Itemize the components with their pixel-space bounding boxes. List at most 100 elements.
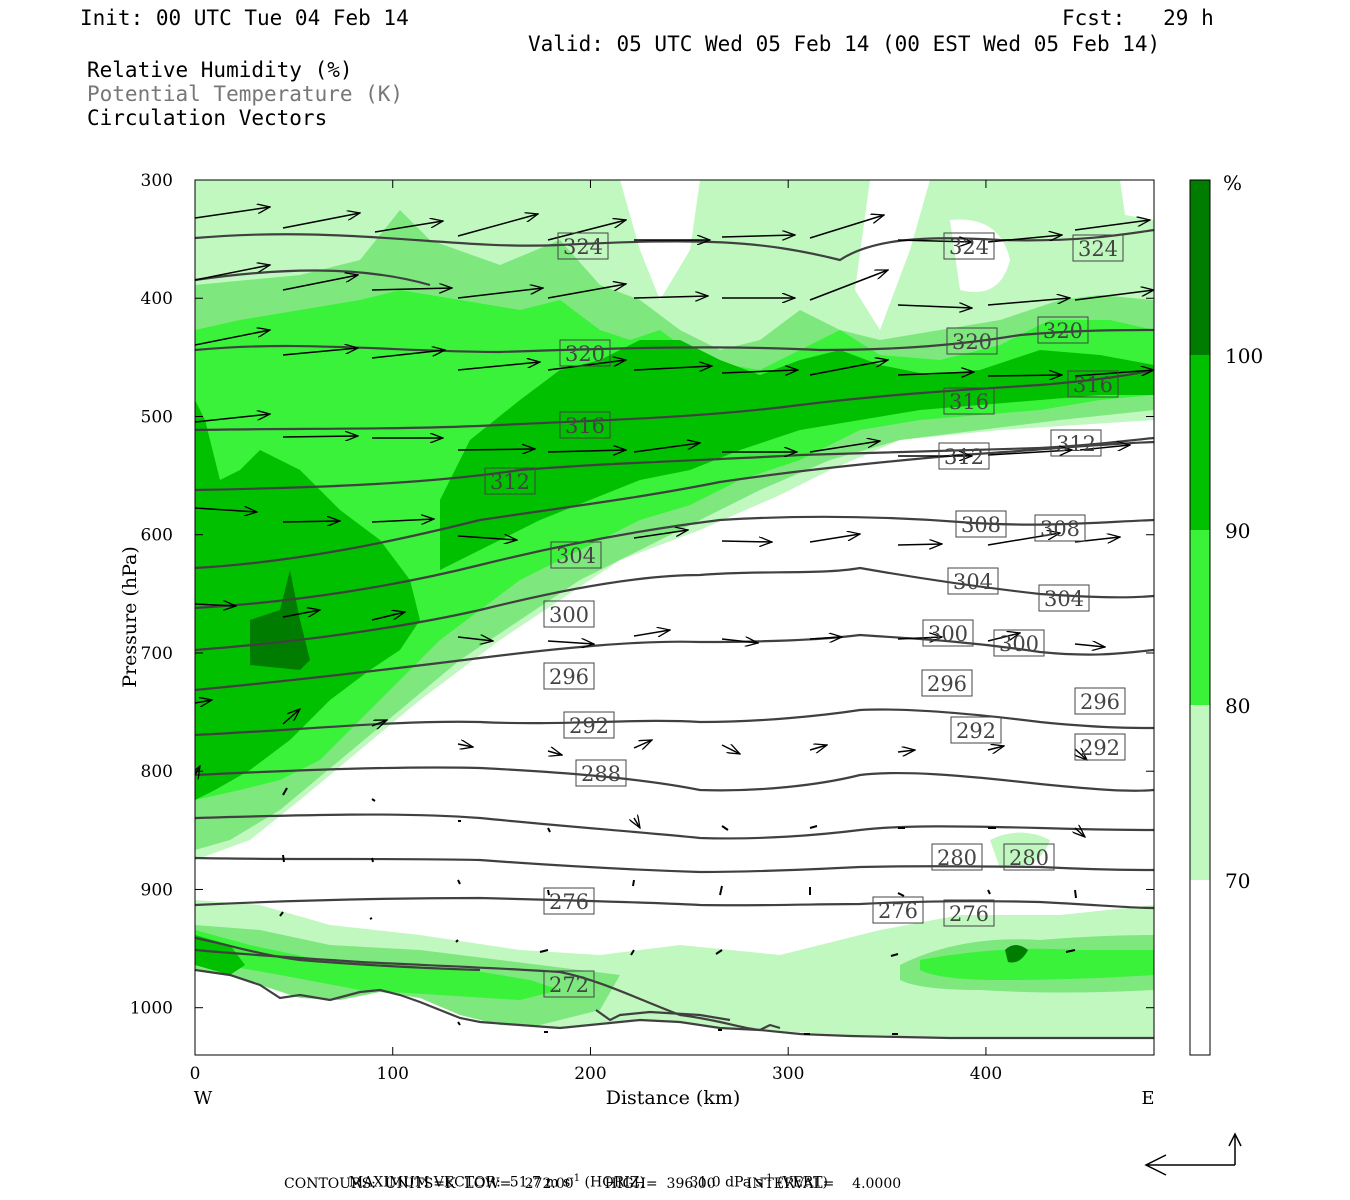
theta-label-288: 288	[581, 762, 621, 786]
circulation-vector-62	[897, 637, 942, 639]
init-time: Init: 00 UTC Tue 04 Feb 14	[80, 6, 409, 30]
theta-label-300: 300	[549, 603, 589, 627]
circulation-vector-3	[457, 214, 538, 237]
circulation-vector-97	[279, 911, 284, 917]
circulation-vector-40	[809, 441, 880, 453]
circulation-vector-49	[721, 541, 772, 542]
circulation-vector-83	[809, 825, 818, 829]
theta-label-box	[921, 669, 973, 697]
theta-label-box	[559, 339, 611, 367]
theta-label-box	[955, 510, 1007, 538]
theta-label-box	[943, 387, 995, 415]
circulation-vector-9	[987, 235, 1062, 243]
max-vector-line: MAXIMUM VECTOR: 51.7 m s-1 (HORIZ) 31.0 …	[340, 1157, 828, 1191]
theta-label-box	[1072, 234, 1124, 262]
theta-label-box	[993, 629, 1045, 657]
circulation-vector-15	[547, 284, 626, 299]
theta-line-16	[195, 968, 1154, 1040]
y-tick-label: 500	[141, 407, 173, 427]
circulation-vector-87	[282, 854, 285, 863]
circulation-vector-67	[371, 719, 387, 726]
x-tick-label: 0	[190, 1064, 201, 1084]
theta-label-276: 276	[549, 890, 589, 914]
circulation-vector-65	[195, 700, 212, 703]
circulation-vector-81	[634, 818, 640, 828]
theta-label-300: 300	[999, 632, 1039, 656]
colorbar-swatch	[1190, 880, 1210, 1055]
horiz-unit: (HORIZ)	[580, 1174, 645, 1191]
theta-label-box	[938, 442, 990, 470]
theta-label-box	[1067, 370, 1119, 398]
circulation-vector-102	[715, 949, 723, 955]
circulation-vector-94	[897, 892, 905, 897]
circulation-vector-66	[282, 709, 300, 725]
circulation-vector-16	[633, 296, 708, 298]
colorbar-swatch	[1190, 355, 1210, 530]
colorbar-label: 80	[1225, 694, 1250, 718]
colorbar-label: 90	[1225, 519, 1250, 543]
circulation-vector-31	[987, 375, 1062, 376]
circulation-vector-70	[633, 740, 652, 748]
colorbar-swatch	[1190, 705, 1210, 880]
rh-region-2	[990, 832, 1050, 869]
field-potential-temperature: Potential Temperature (K)	[87, 82, 404, 106]
theta-contour-labels: 324 324 324 320 320 320 316 316 316 312 312 312 308 3…	[484, 232, 1126, 998]
circulation-vector-55	[282, 610, 320, 618]
circulation-vector-92	[719, 885, 723, 896]
theta-label-324: 324	[563, 235, 603, 259]
colorbar-frame	[1189, 179, 1211, 1056]
theta-label-296: 296	[549, 665, 589, 689]
circulation-vector-6	[721, 235, 795, 237]
rh-region-16	[250, 570, 310, 670]
x-tick-label: 400	[970, 1064, 1002, 1084]
theta-label-316: 316	[565, 414, 605, 438]
circulation-vector-82	[721, 825, 729, 831]
vert-sup: -1	[762, 1173, 773, 1184]
x-tick-label: 100	[377, 1064, 409, 1084]
circulation-vector-14	[457, 288, 543, 299]
x-tick-label: 300	[772, 1064, 804, 1084]
theta-label-box	[550, 541, 602, 569]
circulation-vector-12	[282, 275, 358, 291]
circulation-vector-8	[897, 240, 972, 242]
theta-label-box	[1003, 843, 1055, 871]
circulation-vector-7	[809, 215, 884, 239]
circulation-vector-4	[547, 220, 626, 241]
theta-label-296: 296	[1080, 690, 1120, 714]
theta-label-300: 300	[928, 622, 968, 646]
theta-label-304: 304	[1044, 587, 1084, 611]
theta-label-box	[950, 716, 1002, 744]
circulation-vector-74	[987, 746, 1004, 750]
field-relative-humidity: Relative Humidity (%)	[87, 58, 353, 82]
theta-label-276: 276	[878, 899, 918, 923]
theta-label-312: 312	[490, 470, 530, 494]
circulation-vector-72	[809, 745, 827, 750]
circulation-vector-24	[371, 350, 445, 359]
theta-label-280: 280	[937, 846, 977, 870]
theta-label-box	[922, 619, 974, 647]
circulation-vector-101	[630, 949, 635, 956]
theta-label-box	[1050, 429, 1102, 457]
theta-label-316: 316	[949, 390, 989, 414]
circulation-vector-34	[282, 436, 358, 437]
colorbar-unit: %	[1223, 171, 1242, 195]
theta-line-11	[195, 813, 1154, 840]
circulation-vector-37	[547, 450, 626, 452]
forecast-hour: Fcst: 29 h	[1062, 6, 1214, 30]
theta-label-280: 280	[1009, 846, 1049, 870]
circulation-vector-2	[374, 221, 443, 233]
circulation-vector-21	[1074, 290, 1154, 301]
theta-line-6	[195, 515, 1154, 610]
circulation-vector-0	[195, 207, 270, 219]
circulation-vector-1	[282, 213, 360, 229]
rh-region-12	[920, 948, 1154, 980]
circulation-vector-33	[195, 414, 270, 423]
theta-label-324: 324	[949, 235, 989, 259]
theta-label-box	[543, 970, 595, 998]
x-axis-label: Distance (km)	[606, 1087, 741, 1109]
theta-label-box	[557, 232, 609, 260]
theta-label-308: 308	[961, 513, 1001, 537]
theta-label-292: 292	[569, 714, 609, 738]
circulation-vector-73	[897, 750, 915, 752]
circulation-vector-10	[1074, 220, 1150, 231]
